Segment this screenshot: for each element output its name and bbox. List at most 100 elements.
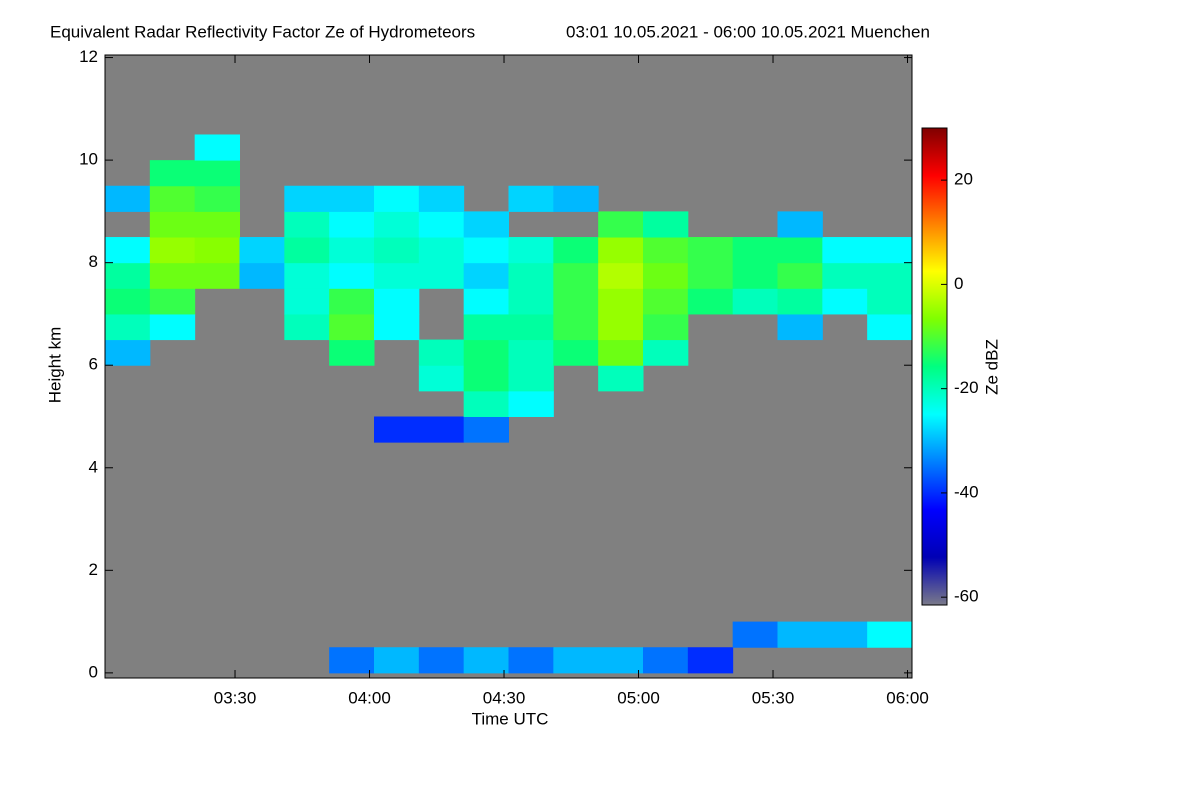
colorbar-swatch: [922, 343, 947, 345]
colorbar-swatch: [922, 469, 947, 471]
colorbar-label: Ze dBZ: [982, 339, 1001, 395]
colorbar-swatch: [922, 234, 947, 236]
heatmap-cell: [598, 313, 644, 341]
heatmap-cell: [374, 262, 420, 289]
y-tick-label: 6: [89, 355, 98, 374]
colorbar-swatch: [922, 512, 947, 514]
x-tick-label: 05:30: [752, 688, 795, 707]
heatmap-cell: [598, 647, 644, 674]
colorbar-swatch: [922, 223, 947, 225]
colorbar-swatch: [922, 246, 947, 248]
colorbar-swatch: [922, 532, 947, 534]
colorbar-swatch: [922, 191, 947, 193]
colorbar-swatch: [922, 347, 947, 349]
heatmap-cell: [374, 237, 420, 264]
colorbar-swatch: [922, 224, 947, 226]
colorbar-swatch: [922, 453, 947, 455]
colorbar-swatch: [922, 414, 947, 416]
colorbar-swatch: [922, 417, 947, 419]
colorbar-swatch: [922, 462, 947, 464]
colorbar-swatch: [922, 152, 947, 154]
colorbar-swatch: [922, 298, 947, 300]
heatmap-cell: [463, 339, 509, 366]
colorbar-swatch: [922, 294, 947, 296]
colorbar-swatch: [922, 393, 947, 395]
colorbar-swatch: [922, 544, 947, 546]
colorbar-swatch: [922, 354, 947, 356]
chart-title: Equivalent Radar Reflectivity Factor Ze …: [50, 22, 475, 41]
colorbar-swatch: [922, 202, 947, 204]
colorbar-swatch: [922, 458, 947, 460]
colorbar-swatch: [922, 385, 947, 387]
colorbar-swatch: [922, 456, 947, 458]
heatmap-cell: [553, 237, 599, 264]
colorbar-swatch: [922, 315, 947, 317]
colorbar-swatch: [922, 537, 947, 539]
colorbar-swatch: [922, 383, 947, 385]
heatmap-cell: [284, 185, 330, 212]
colorbar-swatch: [922, 387, 947, 389]
colorbar-swatch: [922, 420, 947, 422]
colorbar-swatch: [922, 149, 947, 151]
colorbar-swatch: [922, 248, 947, 250]
colorbar-swatch: [922, 197, 947, 199]
colorbar-swatch: [922, 266, 947, 268]
colorbar-swatch: [922, 311, 947, 313]
colorbar-swatch: [922, 358, 947, 360]
colorbar-swatch: [922, 406, 947, 408]
colorbar-swatch: [922, 192, 947, 194]
colorbar-swatch: [922, 448, 947, 450]
colorbar-swatch: [922, 454, 947, 456]
colorbar-swatch: [922, 356, 947, 358]
colorbar-swatch: [922, 340, 947, 342]
colorbar-swatch: [922, 471, 947, 473]
colorbar-swatch: [922, 431, 947, 433]
colorbar-swatch: [922, 578, 947, 580]
colorbar-swatch: [922, 526, 947, 528]
colorbar-swatch: [922, 360, 947, 362]
colorbar-swatch: [922, 196, 947, 198]
heatmap-cell: [374, 211, 420, 238]
colorbar-swatch: [922, 562, 947, 564]
colorbar-swatch: [922, 345, 947, 347]
colorbar-swatch: [922, 185, 947, 187]
colorbar-swatch: [922, 461, 947, 463]
colorbar-swatch: [922, 411, 947, 413]
colorbar-swatch: [922, 333, 947, 335]
colorbar-swatch: [922, 216, 947, 218]
colorbar-swatch: [922, 415, 947, 417]
colorbar-swatch: [922, 241, 947, 243]
heatmap-cell: [867, 288, 913, 315]
colorbar-swatch: [922, 215, 947, 217]
colorbar-swatch: [922, 131, 947, 133]
colorbar-swatch: [922, 280, 947, 282]
heatmap-cell: [284, 262, 330, 289]
colorbar-swatch: [922, 580, 947, 582]
colorbar-swatch: [922, 178, 947, 180]
colorbar-swatch: [922, 175, 947, 177]
heatmap-cell: [553, 647, 599, 674]
colorbar-swatch: [922, 368, 947, 370]
heatmap-cell: [149, 211, 196, 238]
colorbar-swatch: [922, 165, 947, 167]
colorbar-swatch: [922, 212, 947, 214]
colorbar-swatch: [922, 490, 947, 492]
colorbar-swatch: [922, 355, 947, 357]
colorbar-swatch: [922, 491, 947, 493]
colorbar-swatch: [922, 504, 947, 506]
colorbar-swatch: [922, 602, 947, 604]
colorbar-swatch: [922, 596, 947, 598]
colorbar-swatch: [922, 130, 947, 132]
colorbar-swatch: [922, 496, 947, 498]
colorbar-swatch: [922, 449, 947, 451]
colorbar-swatch: [922, 349, 947, 351]
colorbar-swatch: [922, 409, 947, 411]
x-tick-label: 04:00: [348, 688, 391, 707]
colorbar-swatch: [922, 214, 947, 216]
colorbar-swatch: [922, 388, 947, 390]
colorbar-swatch: [922, 485, 947, 487]
colorbar-swatch: [922, 595, 947, 597]
colorbar-swatch: [922, 517, 947, 519]
colorbar-swatch: [922, 344, 947, 346]
colorbar-swatch: [922, 579, 947, 581]
